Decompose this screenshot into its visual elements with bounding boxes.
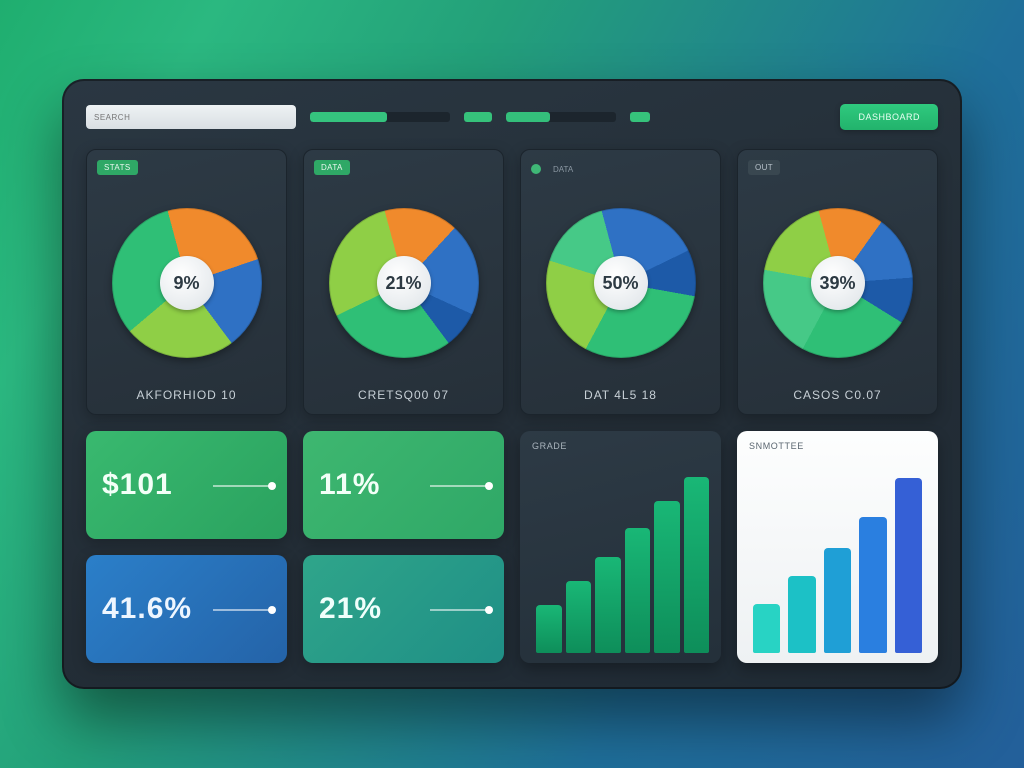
bar-chart-bars: [749, 455, 926, 655]
donut-chart: 39%: [748, 178, 927, 388]
stat-column-1: $101 41.6%: [86, 431, 287, 663]
pie-chart-row: STATS9%AKFORHIOD 10DATA21%CRETSQ00 07DAT…: [86, 149, 938, 415]
bar: [859, 517, 886, 653]
pie-tag: OUT: [748, 160, 780, 175]
indicator-pill-b: [630, 112, 650, 122]
progress-bar-2: [506, 112, 616, 122]
chart-header: GRADE: [532, 441, 709, 451]
bar: [824, 548, 851, 653]
chart-header: SNMOTTEE: [749, 441, 926, 451]
area-bar: [684, 477, 710, 653]
pie-caption: CRETSQ00 07: [314, 388, 493, 402]
pie-card-0: STATS 9% AKFORHIOD 10: [86, 149, 287, 415]
area-chart-bars: [532, 455, 709, 655]
donut-center-value: 39%: [811, 256, 865, 310]
pie-card-3: OUT 39% CASOS C0.07: [737, 149, 938, 415]
pie-mini-label: DATA: [553, 165, 573, 174]
donut-chart: 50%: [531, 178, 710, 388]
donut-center-value: 50%: [594, 256, 648, 310]
sparkline-icon: [213, 485, 273, 487]
stat-column-2: 11% 21%: [303, 431, 504, 663]
bottom-row: $101 41.6% 11% 21% GRADE SNMOTTEE: [86, 431, 938, 663]
pie-caption: DAT 4L5 18: [531, 388, 710, 402]
stat-card-revenue: $101: [86, 431, 287, 539]
area-bar: [595, 557, 621, 653]
status-dot-icon: [531, 164, 541, 174]
stat-card-rate: 41.6%: [86, 555, 287, 663]
stat-card-pct-a: 11%: [303, 431, 504, 539]
sparkline-icon: [430, 485, 490, 487]
area-bar: [654, 501, 680, 653]
pie-caption: CASOS C0.07: [748, 388, 927, 402]
pie-card-1: DATA 21% CRETSQ00 07: [303, 149, 504, 415]
sparkline-icon: [213, 609, 273, 611]
pie-tag: STATS: [97, 160, 138, 175]
donut-chart: 9%: [97, 178, 276, 388]
area-chart-card: GRADE: [520, 431, 721, 663]
donut-center-value: 21%: [377, 256, 431, 310]
search-input[interactable]: [94, 113, 288, 122]
bar: [895, 478, 922, 653]
progress-bar-1: [310, 112, 450, 122]
pie-caption: AKFORHIOD 10: [97, 388, 276, 402]
area-bar: [625, 528, 651, 653]
pie-card-2: DATA 50% DAT 4L5 18: [520, 149, 721, 415]
bar: [753, 604, 780, 653]
pie-tag: DATA: [314, 160, 350, 175]
indicator-pill-a: [464, 112, 492, 122]
bar: [788, 576, 815, 653]
dashboard-device-frame: DASHBOARD STATS 9% AKFORHIOD 10 DATA 21% CRET…: [62, 79, 962, 689]
area-bar: [536, 605, 562, 653]
donut-chart: 21%: [314, 178, 493, 388]
stat-card-pct-b: 21%: [303, 555, 504, 663]
donut-center-value: 9%: [160, 256, 214, 310]
search-box[interactable]: [86, 105, 296, 129]
primary-action-button[interactable]: DASHBOARD: [840, 104, 938, 130]
sparkline-icon: [430, 609, 490, 611]
area-bar: [566, 581, 592, 653]
topbar: DASHBOARD: [86, 101, 938, 133]
bar-chart-card: SNMOTTEE: [737, 431, 938, 663]
